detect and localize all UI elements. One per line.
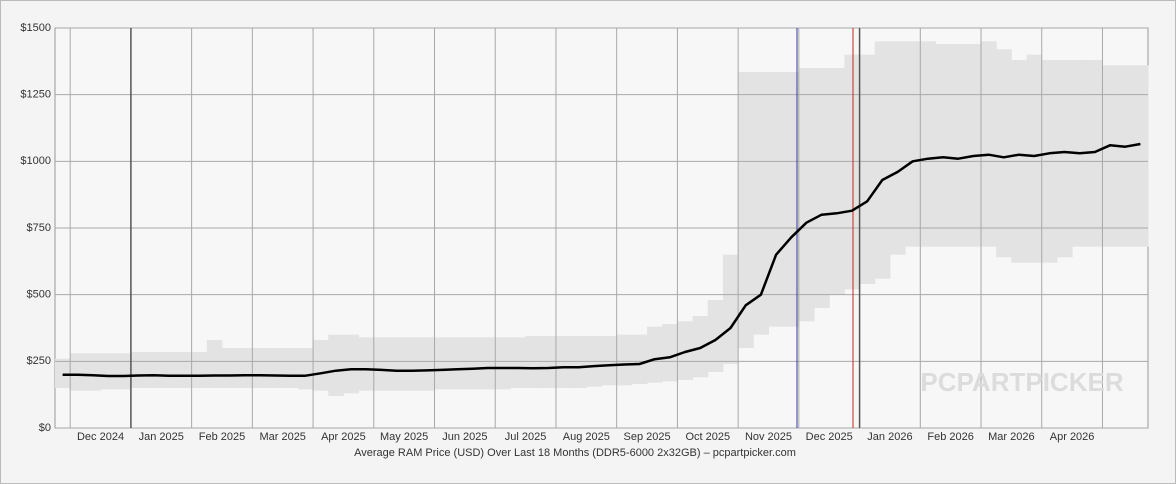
price-range (1132, 65, 1149, 247)
price-range (722, 254, 739, 364)
y-tick-label: $1000 (20, 155, 51, 167)
price-range (434, 337, 451, 390)
price-range (1087, 60, 1103, 247)
price-range (753, 72, 769, 335)
price-range (571, 336, 587, 388)
y-tick-label: $250 (27, 355, 51, 367)
price-range (616, 334, 633, 386)
price-range (950, 44, 967, 247)
x-tick-label: Dec 2025 (806, 431, 853, 443)
price-range (404, 337, 420, 391)
price-range (996, 49, 1012, 258)
price-range (495, 337, 511, 390)
price-range (647, 326, 663, 383)
price-range (297, 348, 314, 390)
y-tick-label: $1250 (20, 89, 51, 101)
y-tick-label: $500 (27, 289, 51, 301)
price-range (191, 352, 208, 388)
price-range (70, 353, 86, 391)
y-tick-label: $750 (27, 222, 51, 234)
grid-layer (55, 27, 1148, 429)
x-tick-label: May 2025 (380, 431, 428, 443)
price-range (328, 334, 344, 396)
x-tick-label: Jan 2026 (867, 431, 912, 443)
price-range (176, 352, 193, 388)
x-tick-label: Jun 2025 (442, 431, 487, 443)
price-range (480, 337, 496, 390)
price-range (738, 72, 754, 348)
price-range (783, 72, 800, 327)
x-tick-label: Apr 2025 (321, 431, 366, 443)
price-range (768, 72, 785, 327)
average-price-line (62, 142, 1141, 378)
y-tick-label: $1500 (20, 22, 51, 34)
price-range (798, 68, 815, 322)
price-range (935, 44, 952, 247)
price-range (388, 337, 405, 391)
x-tick-label: Aug 2025 (563, 431, 610, 443)
x-tick-label: Dec 2024 (77, 431, 124, 443)
price-range (874, 41, 891, 279)
price-range (662, 324, 678, 382)
x-tick-label: Mar 2025 (259, 431, 305, 443)
price-range (889, 41, 906, 255)
price-range (115, 353, 132, 390)
x-tick-label: Mar 2026 (988, 431, 1034, 443)
price-range (130, 352, 147, 388)
x-tick-label: Feb 2025 (199, 431, 245, 443)
price-range (267, 348, 284, 388)
watermark: PCPARTPICKER (920, 367, 1123, 397)
price-range (146, 352, 162, 388)
price-range (373, 337, 390, 391)
price-range (844, 54, 861, 290)
price-range (464, 337, 481, 390)
price-range (55, 358, 71, 388)
price-range (1102, 65, 1119, 247)
price-range (100, 353, 117, 390)
price-range (829, 68, 845, 295)
price-range (1117, 65, 1134, 247)
price-range (601, 336, 618, 386)
price-range (981, 41, 997, 247)
price-range (449, 337, 466, 390)
x-tick-label: Apr 2026 (1050, 431, 1095, 443)
price-range (965, 44, 982, 247)
price-range (85, 353, 102, 391)
price-range (814, 68, 830, 308)
price-range (313, 340, 329, 391)
x-tick-label: Jul 2025 (505, 431, 547, 443)
line-layer (62, 142, 1141, 378)
price-range (1056, 60, 1073, 258)
price-range (237, 348, 253, 388)
price-range (555, 336, 572, 388)
x-tick-label: Oct 2025 (685, 431, 730, 443)
price-range (161, 352, 177, 388)
price-range (540, 336, 557, 388)
price-range (206, 340, 223, 388)
price-range (920, 41, 936, 247)
x-tick-label: Jan 2025 (139, 431, 184, 443)
price-range (859, 54, 876, 284)
price-range (631, 334, 648, 384)
price-range (221, 348, 238, 388)
price-range (510, 337, 527, 388)
price-range (358, 337, 375, 391)
x-tick-label: Nov 2025 (745, 431, 792, 443)
price-range (343, 334, 360, 394)
x-tick-label: Feb 2026 (927, 431, 973, 443)
y-tick-label: $0 (39, 422, 51, 434)
price-range (707, 300, 724, 372)
x-tick-label: Sep 2025 (623, 431, 670, 443)
price-range (419, 337, 436, 391)
price-range (1026, 54, 1043, 263)
x-axis-title: Average RAM Price (USD) Over Last 18 Mon… (354, 447, 796, 459)
price-range (525, 336, 542, 388)
price-range (905, 41, 921, 247)
price-range (282, 348, 299, 388)
price-range (252, 348, 269, 388)
